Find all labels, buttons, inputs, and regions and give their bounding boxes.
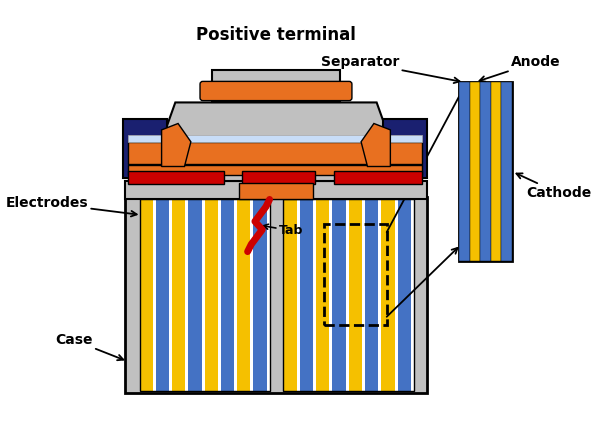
Bar bbox=[459, 82, 512, 261]
FancyBboxPatch shape bbox=[200, 81, 352, 101]
Bar bbox=[411, 200, 414, 391]
Bar bbox=[188, 200, 202, 391]
Bar bbox=[502, 82, 512, 261]
Text: Tab: Tab bbox=[263, 224, 303, 237]
Bar bbox=[221, 200, 234, 391]
Text: Electrodes: Electrodes bbox=[6, 196, 137, 216]
Bar bbox=[128, 171, 224, 184]
Bar bbox=[128, 165, 422, 175]
Bar bbox=[125, 197, 427, 393]
Bar bbox=[234, 200, 237, 391]
Bar bbox=[365, 200, 379, 391]
Bar bbox=[212, 71, 340, 102]
Text: Separator: Separator bbox=[321, 55, 460, 83]
Bar bbox=[362, 200, 365, 391]
Polygon shape bbox=[152, 102, 400, 166]
Bar bbox=[237, 200, 250, 391]
Bar bbox=[202, 200, 205, 391]
Bar bbox=[334, 171, 422, 184]
Bar bbox=[283, 200, 297, 391]
Bar bbox=[332, 200, 346, 391]
FancyBboxPatch shape bbox=[383, 119, 427, 178]
Bar bbox=[205, 200, 218, 391]
Bar bbox=[153, 200, 156, 391]
Bar bbox=[140, 200, 269, 391]
Bar bbox=[480, 82, 491, 261]
Bar bbox=[349, 200, 362, 391]
Bar bbox=[346, 200, 349, 391]
Text: Anode: Anode bbox=[479, 55, 560, 82]
Bar bbox=[379, 200, 382, 391]
Bar bbox=[169, 200, 172, 391]
Polygon shape bbox=[161, 123, 191, 166]
Bar bbox=[283, 200, 414, 391]
Bar bbox=[156, 200, 169, 391]
Bar bbox=[329, 200, 332, 391]
Bar bbox=[395, 200, 398, 391]
Bar bbox=[250, 200, 253, 391]
Bar bbox=[125, 181, 427, 200]
Bar bbox=[172, 200, 185, 391]
Bar bbox=[253, 200, 266, 391]
Bar bbox=[325, 224, 387, 325]
Bar bbox=[491, 82, 502, 261]
Bar bbox=[470, 82, 480, 261]
Bar bbox=[242, 171, 316, 184]
Bar bbox=[266, 200, 269, 391]
Bar bbox=[316, 200, 329, 391]
Bar bbox=[299, 200, 313, 391]
Bar bbox=[382, 200, 395, 391]
Text: Positive terminal: Positive terminal bbox=[196, 25, 356, 43]
Bar bbox=[185, 200, 188, 391]
Text: Case: Case bbox=[55, 333, 123, 360]
Bar bbox=[398, 200, 411, 391]
Bar bbox=[239, 183, 313, 200]
Bar bbox=[297, 200, 299, 391]
Bar bbox=[459, 82, 470, 261]
Bar bbox=[128, 142, 422, 164]
Polygon shape bbox=[361, 123, 391, 166]
Bar bbox=[140, 200, 153, 391]
Bar bbox=[218, 200, 221, 391]
Bar bbox=[139, 165, 413, 181]
FancyBboxPatch shape bbox=[123, 119, 167, 178]
Bar bbox=[313, 200, 316, 391]
Text: Cathode: Cathode bbox=[517, 173, 591, 200]
Bar bbox=[128, 135, 422, 142]
